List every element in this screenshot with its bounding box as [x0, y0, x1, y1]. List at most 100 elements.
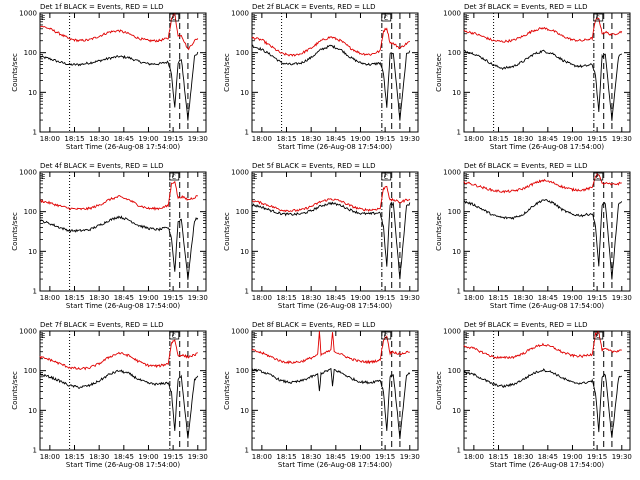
- x-tick-label: 19:15: [375, 294, 395, 302]
- y-axis-label: Counts/sec: [435, 53, 443, 92]
- y-tick-label: 1000: [443, 328, 461, 336]
- series-line-lld: [463, 330, 622, 360]
- x-tick-label: 19:30: [612, 453, 632, 461]
- flare-marker-box: [169, 172, 180, 181]
- y-tick-label: 1: [33, 447, 37, 455]
- y-tick-label: 10: [240, 407, 249, 415]
- x-tick-label: 18:00: [252, 453, 272, 461]
- y-axis-label: Counts/sec: [11, 53, 19, 92]
- x-axis-label: Start Time (26-Aug-08 17:54:00): [66, 143, 180, 151]
- series-line-lld: [251, 185, 411, 213]
- x-tick-label: 18:00: [252, 135, 272, 143]
- x-tick-label: 19:00: [562, 294, 582, 302]
- x-tick-label: 19:15: [587, 453, 607, 461]
- flare-marker-box: [169, 13, 180, 22]
- y-axis-label: Counts/sec: [435, 371, 443, 410]
- y-tick-label: 1000: [19, 169, 37, 177]
- y-tick-label: 1000: [231, 328, 249, 336]
- y-tick-label: 1000: [231, 10, 249, 18]
- y-tick-label: 100: [24, 367, 37, 375]
- y-axis-label: Counts/sec: [11, 212, 19, 251]
- x-tick-label: 18:00: [252, 294, 272, 302]
- flare-marker: C: [384, 15, 388, 22]
- y-tick-label: 1000: [19, 10, 37, 18]
- x-tick-label: 19:15: [163, 453, 183, 461]
- y-tick-label: 1000: [19, 328, 37, 336]
- plot-frame: [463, 171, 631, 292]
- legend-marker: E: [253, 332, 257, 340]
- x-tick-label: 19:00: [562, 135, 582, 143]
- y-tick-label: 10: [28, 407, 37, 415]
- x-tick-label: 18:30: [89, 135, 109, 143]
- y-tick-label: 1: [33, 288, 37, 296]
- x-tick-label: 19:30: [188, 135, 208, 143]
- x-tick-label: 18:30: [89, 453, 109, 461]
- x-tick-label: 19:15: [375, 135, 395, 143]
- flare-marker-box: [381, 331, 392, 340]
- panel-title: Det 4f BLACK = Events, RED = LLD: [40, 162, 163, 170]
- legend-marker: E: [465, 14, 469, 22]
- flare-marker: C: [596, 333, 600, 340]
- x-tick-label: 18:30: [513, 135, 533, 143]
- series-line-events: [251, 44, 411, 121]
- y-tick-label: 1: [245, 288, 249, 296]
- x-tick-label: 18:00: [464, 453, 484, 461]
- x-tick-label: 18:45: [326, 294, 346, 302]
- y-tick-label: 1: [245, 129, 249, 137]
- y-tick-label: 100: [236, 367, 249, 375]
- plot-frame: [39, 330, 207, 451]
- plot-frame: [251, 330, 419, 451]
- plot-frame: [251, 12, 419, 133]
- x-tick-label: 18:30: [301, 135, 321, 143]
- y-tick-label: 100: [24, 208, 37, 216]
- flare-marker: C: [172, 333, 176, 340]
- series-line-lld: [251, 331, 410, 365]
- plot-frame: [251, 171, 419, 292]
- plot-frame: [39, 12, 207, 133]
- series-line-events: [39, 215, 199, 280]
- series-line-lld: [40, 12, 199, 51]
- series-line-lld: [251, 27, 411, 57]
- series-line-events: [39, 51, 199, 121]
- flare-marker: C: [596, 174, 600, 181]
- series-line-lld: [39, 180, 199, 211]
- series-line-lld: [39, 339, 199, 371]
- x-tick-label: 18:30: [513, 453, 533, 461]
- y-tick-label: 10: [452, 248, 461, 256]
- x-tick-label: 19:00: [138, 135, 158, 143]
- series-line-events: [463, 368, 623, 438]
- panel-det-8f: Det 8f BLACK = Events, RED = LLD 1 10 100 10…: [223, 321, 420, 469]
- x-tick-label: 18:45: [538, 453, 558, 461]
- x-tick-label: 18:45: [326, 135, 346, 143]
- legend-marker: E: [253, 173, 257, 181]
- x-tick-label: 19:30: [188, 294, 208, 302]
- series-line-events: [463, 49, 623, 121]
- y-tick-label: 1: [33, 129, 37, 137]
- y-tick-label: 100: [448, 367, 461, 375]
- panel-det-2f: Det 2f BLACK = Events, RED = LLD 1 10 100 10…: [223, 3, 420, 151]
- flare-marker: C: [172, 174, 176, 181]
- x-tick-label: 19:30: [188, 453, 208, 461]
- x-tick-label: 19:15: [163, 294, 183, 302]
- flare-marker: C: [384, 333, 388, 340]
- panel-det-3f: Det 3f BLACK = Events, RED = LLD 1 10 100 10…: [435, 3, 632, 151]
- x-tick-label: 18:15: [64, 453, 84, 461]
- x-axis-label: Start Time (26-Aug-08 17:54:00): [490, 461, 604, 469]
- y-tick-label: 10: [28, 89, 37, 97]
- y-tick-label: 1: [245, 447, 249, 455]
- y-tick-label: 10: [240, 248, 249, 256]
- x-tick-label: 18:00: [464, 294, 484, 302]
- x-tick-label: 18:15: [64, 135, 84, 143]
- x-tick-label: 19:00: [138, 294, 158, 302]
- legend-marker: E: [41, 332, 45, 340]
- x-tick-label: 19:00: [350, 294, 370, 302]
- x-tick-label: 18:30: [89, 294, 109, 302]
- legend-marker: E: [41, 14, 45, 22]
- panel-title: Det 3f BLACK = Events, RED = LLD: [464, 3, 587, 11]
- panel-title: Det 2f BLACK = Events, RED = LLD: [252, 3, 375, 11]
- x-tick-label: 18:15: [276, 453, 296, 461]
- flare-marker-box: [593, 13, 604, 22]
- panel-det-4f: Det 4f BLACK = Events, RED = LLD 1 10 100 10…: [11, 162, 208, 310]
- legend-marker: E: [253, 14, 257, 22]
- legend-marker: E: [465, 332, 469, 340]
